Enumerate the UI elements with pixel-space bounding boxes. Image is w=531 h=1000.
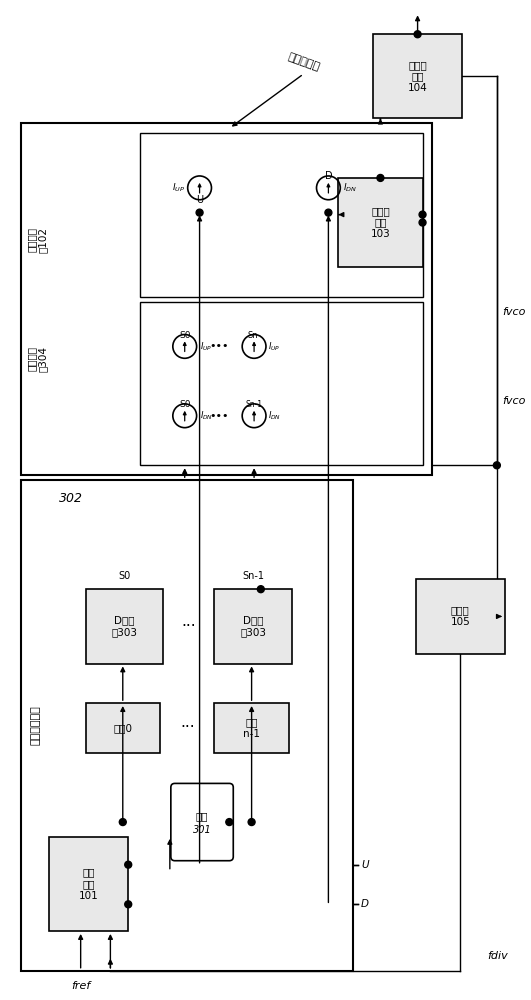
Bar (49, 837, 128, 931)
Bar (140, 133, 423, 297)
Text: $I_{UP}$: $I_{UP}$ (268, 340, 280, 353)
Text: 或行: 或行 (196, 811, 208, 821)
Text: •••: ••• (210, 341, 229, 351)
Text: fvco: fvco (502, 396, 525, 406)
Text: D触发
器303: D触发 器303 (112, 616, 138, 637)
Text: Sn-1: Sn-1 (242, 571, 264, 581)
Circle shape (196, 209, 203, 216)
Text: 扩展电荷泵: 扩展电荷泵 (286, 52, 321, 72)
Text: Sn-1: Sn-1 (245, 400, 263, 409)
Bar (140, 302, 423, 465)
Bar (85, 589, 163, 664)
Bar (85, 703, 160, 753)
Circle shape (414, 31, 421, 38)
Circle shape (377, 174, 384, 181)
Circle shape (119, 819, 126, 826)
Text: 辅助电流
源304: 辅助电流 源304 (26, 346, 48, 372)
Text: $I_{DN}$: $I_{DN}$ (268, 410, 281, 422)
Text: $I_{DN}$: $I_{DN}$ (343, 182, 357, 194)
Text: •••: ••• (210, 411, 229, 421)
Text: 延时0: 延时0 (113, 723, 132, 733)
Text: S0: S0 (118, 571, 131, 581)
Circle shape (125, 901, 132, 908)
Bar (373, 34, 462, 118)
Text: 301: 301 (193, 825, 211, 835)
Text: 压控振
荡器
104: 压控振 荡器 104 (408, 60, 427, 93)
Text: $I_{UP}$: $I_{UP}$ (200, 340, 212, 353)
Text: S0: S0 (179, 331, 191, 340)
Text: ···: ··· (180, 720, 194, 735)
Text: fvco: fvco (502, 307, 525, 317)
Circle shape (419, 211, 426, 218)
Text: D: D (324, 171, 332, 181)
Circle shape (325, 209, 332, 216)
Text: 302: 302 (59, 492, 83, 505)
Bar (416, 579, 505, 654)
Text: 环路滤
波器
103: 环路滤 波器 103 (371, 206, 390, 239)
Text: 延时
n-1: 延时 n-1 (243, 717, 260, 739)
Text: U: U (361, 860, 369, 870)
Text: fref: fref (71, 981, 90, 991)
Text: ···: ··· (182, 619, 196, 634)
Circle shape (226, 819, 233, 826)
Bar (215, 703, 289, 753)
Text: $I_{UP}$: $I_{UP}$ (172, 182, 185, 194)
Text: 扩展鉴相频器: 扩展鉴相频器 (30, 706, 40, 745)
Bar (21, 123, 432, 475)
Text: S0: S0 (179, 400, 191, 409)
Circle shape (419, 219, 426, 226)
Bar (21, 480, 353, 971)
Text: D触发
器303: D触发 器303 (240, 616, 266, 637)
Text: fdiv: fdiv (487, 951, 508, 961)
Bar (338, 178, 423, 267)
Text: 传统电荷
泵102: 传统电荷 泵102 (26, 227, 48, 253)
Text: Sn-: Sn- (247, 331, 261, 340)
FancyBboxPatch shape (171, 783, 233, 861)
Circle shape (125, 861, 132, 868)
Text: D: D (361, 899, 369, 909)
Text: U: U (196, 195, 203, 205)
Circle shape (248, 819, 255, 826)
Bar (215, 589, 292, 664)
Circle shape (493, 462, 500, 469)
Text: $I_{DN}$: $I_{DN}$ (200, 410, 213, 422)
Circle shape (258, 586, 264, 593)
Text: 分频器
105: 分频器 105 (450, 606, 470, 627)
Text: 鉴相
频器
101: 鉴相 频器 101 (79, 867, 98, 901)
